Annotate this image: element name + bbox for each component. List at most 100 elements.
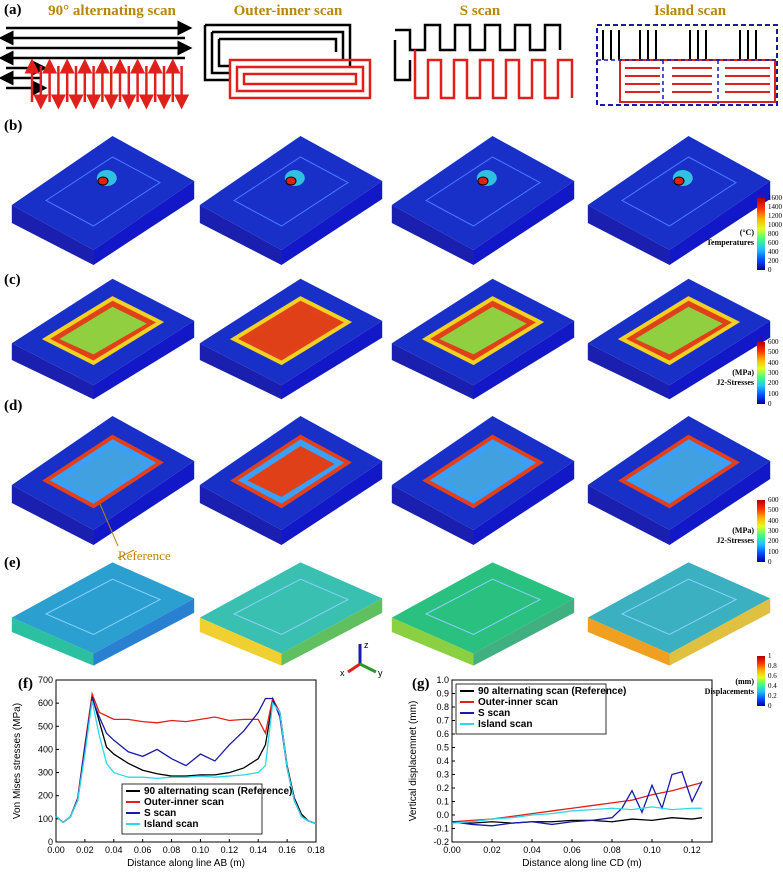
contour-block [199, 562, 383, 666]
colorbar-unit: (°C) [739, 228, 754, 238]
colorbar-tick: 0.6 [768, 672, 777, 680]
deposited-layer [425, 156, 541, 227]
stress-core [439, 446, 527, 497]
block-top-face [199, 136, 383, 250]
x-tick-label: 0.06 [134, 845, 152, 855]
x-tick-label: 0.14 [249, 845, 267, 855]
colorbar-name: J2-Stresses [716, 536, 754, 546]
coordinate-triad: z x y [340, 640, 383, 678]
contour-block [11, 416, 195, 545]
series-line [55, 700, 317, 825]
y-tick-label: 0.1 [436, 797, 449, 807]
colorbar-name: Displacements [704, 687, 754, 696]
block-left-face [199, 205, 282, 265]
y-tick-label: -0.1 [433, 824, 449, 834]
panel-label-f: (f) [18, 676, 33, 692]
colorbar-tick: 0.4 [768, 682, 777, 690]
block-left-face [587, 617, 670, 666]
x-tick-label: 0.10 [643, 845, 661, 855]
colorbar-tick: 1200 [768, 212, 782, 220]
colorbar-tick: 400 [768, 248, 779, 256]
x-tick-label: 0.08 [603, 845, 621, 855]
x-tick-label: 0.02 [483, 845, 501, 855]
contour-block [391, 278, 575, 400]
block-left-face [391, 205, 474, 265]
block-right-face [473, 320, 575, 400]
legend-box [121, 783, 263, 835]
contour-block [587, 562, 771, 666]
series-line [451, 781, 703, 823]
island-scan-diagram [596, 24, 778, 106]
block-left-face [199, 485, 282, 545]
panel-label-e: (e) [4, 555, 21, 571]
colorbar-tick: 400 [768, 516, 779, 525]
y-tick-label: 0.8 [436, 702, 449, 712]
y-tick-label: 0.0 [436, 810, 449, 820]
block-right-face [473, 598, 575, 666]
contour-block [587, 278, 771, 400]
scan-title-island: Island scan [653, 3, 727, 19]
colorbar-gradient [757, 342, 765, 404]
colorbar-tick: 600 [768, 338, 779, 346]
colorbar-tick: 500 [768, 506, 779, 515]
legend-entry: Island scan [144, 819, 198, 830]
block-left-face [11, 343, 94, 400]
scan-title-s: S scan [459, 3, 501, 19]
melt-pool [477, 176, 489, 186]
y-tick-label: 0 [48, 837, 53, 847]
block-top-face [11, 562, 195, 654]
contour-block [391, 562, 575, 666]
colorbar: 600 500 400 300 200 100 0 (MPa) J2-Stresses [705, 496, 780, 566]
block-right-face [281, 598, 383, 666]
colorbar-tick: 200 [768, 257, 779, 265]
colorbar-tick: 800 [768, 230, 779, 238]
legend-box [455, 683, 607, 735]
block-left-face [199, 343, 282, 400]
x-tick-label: 0.00 [443, 845, 461, 855]
y-tick-label: 1.0 [436, 675, 449, 685]
deposited-layer [424, 578, 542, 635]
x-tick-label: 0.00 [47, 845, 65, 855]
triad-x-label: x [340, 668, 345, 678]
stress-core [59, 446, 147, 497]
deposited-layer [44, 578, 162, 635]
contour-block [199, 278, 383, 400]
x-tick-label: 0.04 [523, 845, 541, 855]
block-right-face [669, 461, 771, 545]
x-tick-label: 0.06 [563, 845, 581, 855]
colorbar-gradient [757, 656, 765, 706]
scan-title-90-alternating: 90° alternating scan [48, 3, 176, 19]
colorbar-gradient [757, 198, 765, 270]
colorbar-tick: 300 [768, 527, 779, 535]
series-line [451, 817, 703, 824]
deposited-layer [232, 578, 350, 635]
x-tick-label: 0.08 [163, 845, 181, 855]
colorbar-tick: 500 [768, 348, 779, 357]
stress-core [59, 306, 147, 355]
y-tick-label: 0.5 [436, 743, 449, 753]
melt-pool [673, 176, 685, 186]
colorbar-tick: 1400 [768, 203, 782, 211]
contour-block [587, 136, 771, 265]
block-right-face [281, 181, 383, 265]
y-tick-label: 0.7 [436, 716, 449, 726]
block-left-face [11, 485, 94, 545]
scan-strategy-diagrams [0, 20, 778, 110]
y-tick-label: 500 [38, 721, 53, 731]
y-tick-label: 0.6 [436, 729, 449, 739]
colorbar-tick: 600 [768, 239, 779, 247]
contour-block [199, 136, 383, 265]
x-tick-label: 0.18 [307, 845, 325, 855]
legend-entry: 90 alternating scan (Reference) [478, 686, 626, 697]
colorbar-unit: (MPa) [732, 368, 754, 378]
contour-block [587, 416, 771, 545]
x-tick-label: 0.04 [105, 845, 123, 855]
colorbar-tick: 600 [768, 496, 779, 504]
y-tick-label: 0.2 [436, 783, 449, 793]
chart-von-mises: 0.00 0.02 0.04 0.06 0.08 0.10 0.12 0.14 0.16 0.18… [12, 675, 325, 869]
y-tick-label: 100 [38, 814, 53, 824]
block-left-face [587, 343, 670, 400]
block-top-face [11, 136, 195, 250]
panel-label-b: (b) [4, 118, 23, 134]
colorbar-unit: (mm) [735, 677, 754, 686]
